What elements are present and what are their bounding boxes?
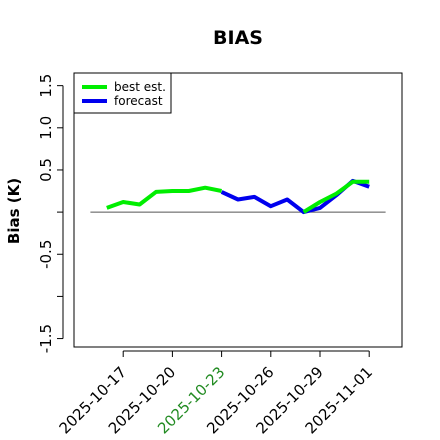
plot-area: -1.5-0.50.51.01.52025-10-172025-10-20202… bbox=[37, 72, 403, 437]
legend-box bbox=[73, 72, 172, 114]
y-axis-label: Bias (K) bbox=[5, 178, 23, 244]
series-line-best-estimate-segment bbox=[302, 179, 370, 214]
plot-frame bbox=[73, 72, 403, 348]
y-tick-label: 1.0 bbox=[37, 116, 55, 140]
legend-label: forecast bbox=[114, 94, 163, 108]
y-tick-label: -1.5 bbox=[37, 324, 55, 353]
chart-title: BIAS bbox=[213, 27, 263, 49]
y-tick-label: 0.5 bbox=[37, 158, 55, 182]
legend-label: best est. bbox=[114, 80, 166, 94]
y-tick-label: 1.5 bbox=[37, 74, 55, 98]
y-tick-label: -0.5 bbox=[37, 240, 55, 269]
series-line-best-est bbox=[106, 185, 222, 210]
